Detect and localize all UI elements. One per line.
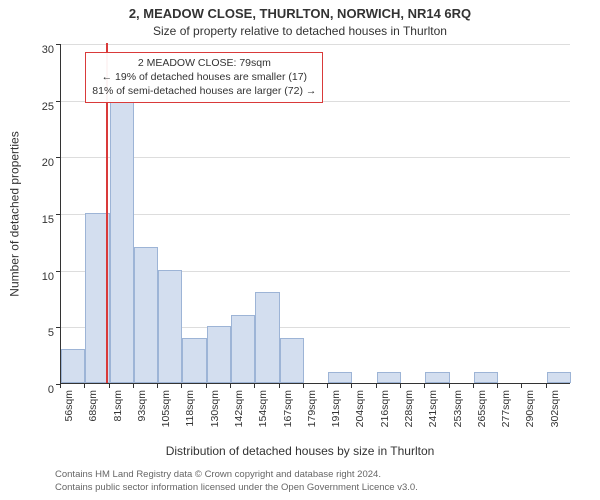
plot-area: 2 MEADOW CLOSE: 79sqm← 19% of detached h… xyxy=(60,44,570,384)
x-tick-label: 277sqm xyxy=(500,390,512,427)
histogram-bar xyxy=(547,372,571,383)
x-tick-label: 228sqm xyxy=(403,390,415,427)
y-tick-label: 30 xyxy=(42,44,54,56)
histogram-bar xyxy=(61,349,85,383)
x-tick-label: 93sqm xyxy=(136,390,148,422)
histogram-bar xyxy=(231,315,255,383)
annotation-line: 2 MEADOW CLOSE: 79sqm xyxy=(92,56,316,70)
y-tick-label: 0 xyxy=(48,384,54,396)
histogram-bar xyxy=(377,372,401,383)
gridline xyxy=(61,44,570,45)
x-tick-label: 81sqm xyxy=(112,390,124,422)
x-tick-label: 290sqm xyxy=(524,390,536,427)
annotation-line: 81% of semi-detached houses are larger (… xyxy=(92,84,316,98)
x-tick-label: 142sqm xyxy=(233,390,245,427)
x-tick-label: 105sqm xyxy=(160,390,172,427)
gridline xyxy=(61,214,570,215)
attribution-line1: Contains HM Land Registry data © Crown c… xyxy=(55,469,595,481)
x-tick-label: 154sqm xyxy=(257,390,269,427)
y-tick-label: 5 xyxy=(48,327,54,339)
x-tick-label: 265sqm xyxy=(476,390,488,427)
y-tick-label: 25 xyxy=(42,101,54,113)
x-tick-label: 167sqm xyxy=(282,390,294,427)
x-tick-label: 56sqm xyxy=(63,390,75,422)
x-tick-label: 68sqm xyxy=(87,390,99,422)
histogram-bar xyxy=(328,372,352,383)
annotation-box: 2 MEADOW CLOSE: 79sqm← 19% of detached h… xyxy=(85,52,323,103)
chart-subtitle: Size of property relative to detached ho… xyxy=(0,24,600,38)
annotation-line: ← 19% of detached houses are smaller (17… xyxy=(92,70,316,84)
x-axis-ticks: 56sqm 68sqm 81sqm 93sqm 105sqm 118sqm 130sqm 14… xyxy=(60,384,570,442)
histogram-bar xyxy=(158,270,182,383)
gridline xyxy=(61,157,570,158)
y-tick-label: 20 xyxy=(42,157,54,169)
x-tick-label: 241sqm xyxy=(427,390,439,427)
y-tick-label: 15 xyxy=(42,214,54,226)
histogram-bar xyxy=(207,326,231,383)
histogram-bar xyxy=(425,372,449,383)
histogram-bar xyxy=(280,338,304,383)
x-tick-label: 179sqm xyxy=(306,390,318,427)
x-tick-label: 302sqm xyxy=(549,390,561,427)
x-tick-label: 253sqm xyxy=(452,390,464,427)
x-tick-label: 204sqm xyxy=(354,390,366,427)
histogram-bar xyxy=(474,372,498,383)
y-axis-ticks: 051015202530 xyxy=(0,44,58,384)
histogram-bar xyxy=(134,247,158,383)
attribution-line2: Contains public sector information licen… xyxy=(55,482,595,494)
y-tick-label: 10 xyxy=(42,271,54,283)
attribution-text: Contains HM Land Registry data © Crown c… xyxy=(55,469,595,494)
histogram-bar xyxy=(110,100,134,383)
histogram-bar xyxy=(255,292,279,383)
chart-title-address: 2, MEADOW CLOSE, THURLTON, NORWICH, NR14… xyxy=(0,6,600,21)
chart-container: 2, MEADOW CLOSE, THURLTON, NORWICH, NR14… xyxy=(0,0,600,500)
x-tick-label: 216sqm xyxy=(379,390,391,427)
x-tick-label: 130sqm xyxy=(209,390,221,427)
x-tick-label: 118sqm xyxy=(184,390,196,427)
x-axis-label: Distribution of detached houses by size … xyxy=(0,444,600,458)
histogram-bar xyxy=(182,338,206,383)
x-tick-label: 191sqm xyxy=(330,390,342,427)
